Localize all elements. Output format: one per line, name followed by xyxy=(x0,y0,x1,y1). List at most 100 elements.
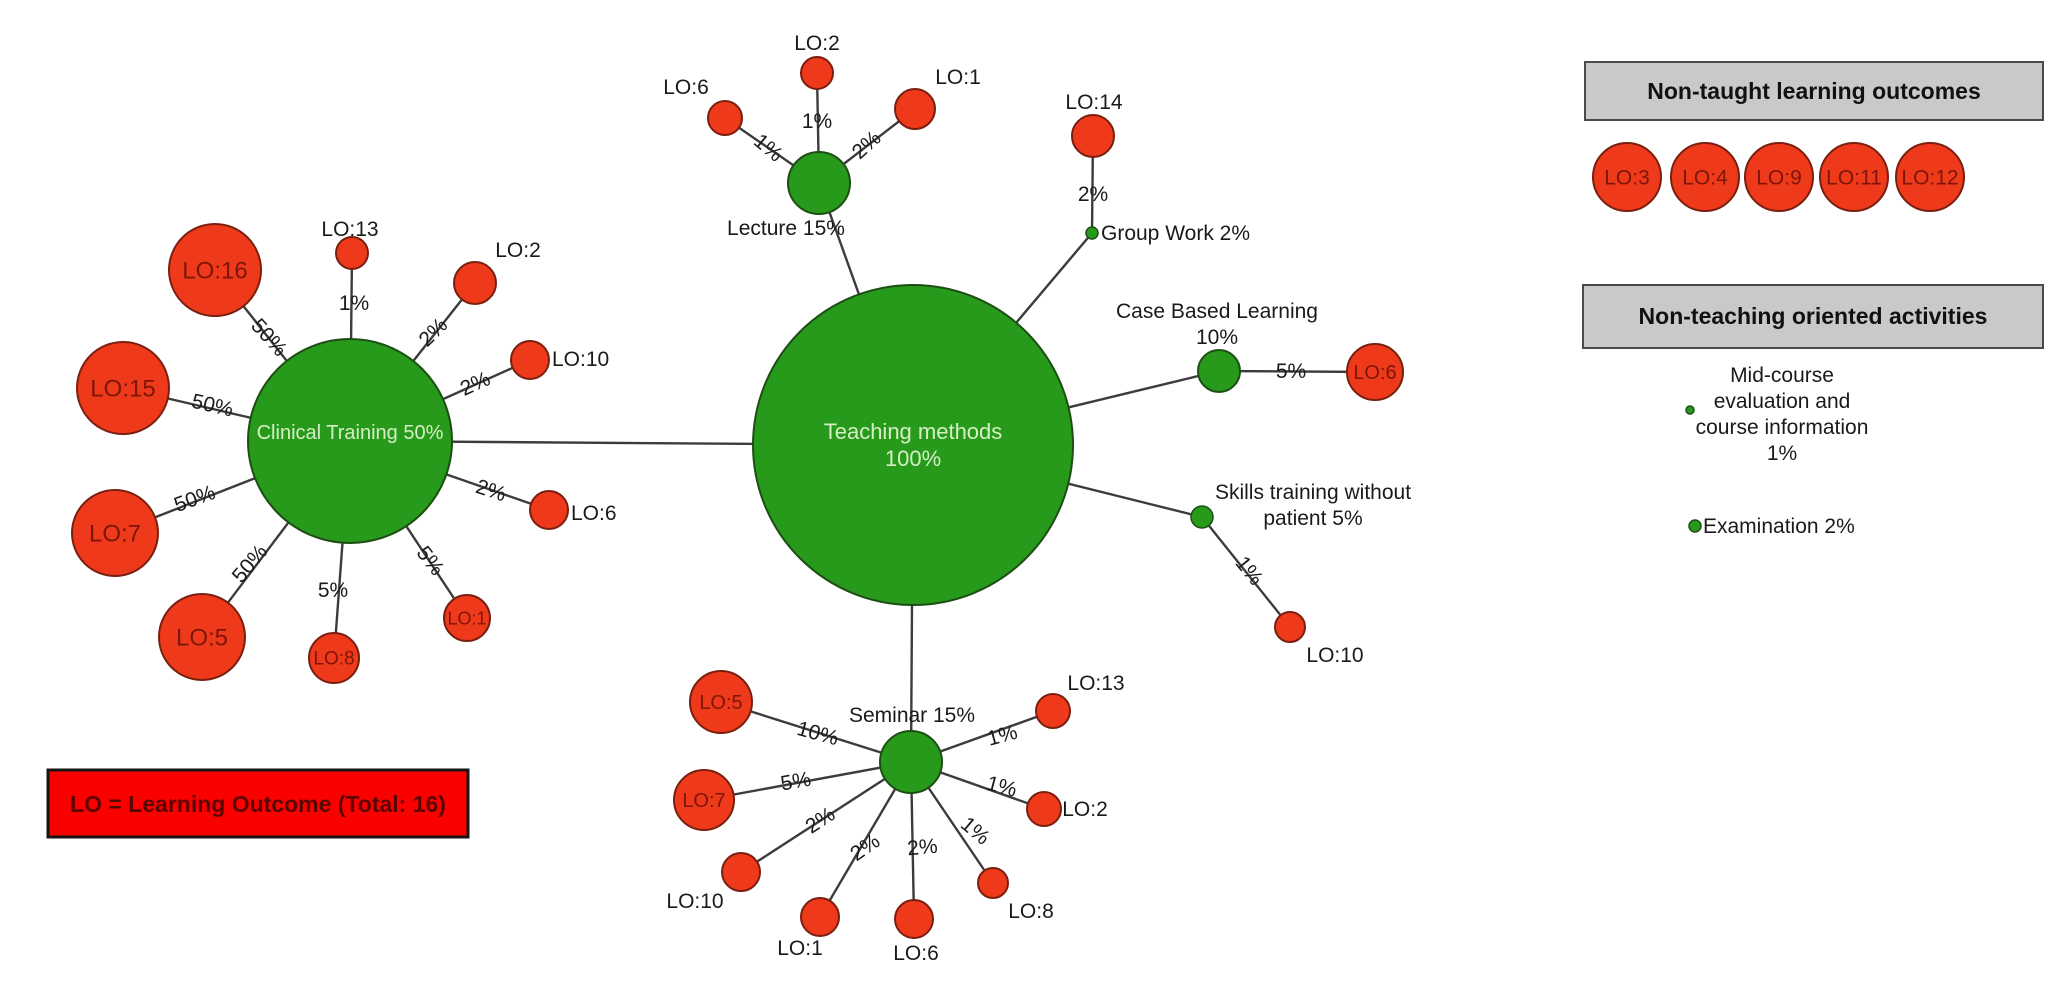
node-se_lo1 xyxy=(800,897,840,937)
label-c_lo7: LO:7 xyxy=(89,520,141,547)
node-non-taught-lo12 xyxy=(1895,142,1965,212)
edge-label-seminar-se_lo7: 5% xyxy=(779,768,813,796)
node-c_lo15 xyxy=(76,341,170,435)
node-se_lo8 xyxy=(977,867,1009,899)
node-c_lo6 xyxy=(529,490,569,530)
node-c_lo7 xyxy=(71,489,159,577)
panel-non-taught: Non-taught learning outcomes LO:3 LO:4 LO:… xyxy=(1584,61,2044,212)
node-non-taught-lo9 xyxy=(1744,142,1814,212)
node-c_lo8 xyxy=(308,632,360,684)
nodes-layer: Teaching methods 100% Clinical Training 50… xyxy=(71,32,1411,965)
edge-seminar-se_lo7 xyxy=(703,760,912,802)
edge-label-clinical-c_lo1: 5% xyxy=(412,542,449,580)
midcourse-label-line3: course information xyxy=(1696,416,1869,439)
label-c_lo13: LO:13 xyxy=(321,218,378,241)
node-c_lo5 xyxy=(158,593,246,681)
edge-label-clinical-c_lo8: 5% xyxy=(318,579,348,602)
label-l_lo1: LO:1 xyxy=(935,66,981,89)
label-se_lo2: LO:2 xyxy=(1062,798,1108,821)
legend-box xyxy=(46,768,470,839)
node-s_lo10 xyxy=(1274,611,1306,643)
midcourse-dot xyxy=(1685,405,1695,415)
node-l_lo2 xyxy=(800,56,834,90)
label-casebased: Case Based Learning 10% xyxy=(1116,300,1318,349)
node-se_lo13 xyxy=(1035,693,1071,729)
label-c_lo15: LO:15 xyxy=(90,375,155,402)
node-non-taught-lo11 xyxy=(1819,142,1889,212)
label-l_lo2: LO:2 xyxy=(794,32,840,55)
node-se_lo10 xyxy=(721,852,761,892)
non-teaching-title: Non-teaching oriented activities xyxy=(1639,303,1988,329)
edge-label-lecture-l_lo1: 2% xyxy=(848,126,886,163)
label-teaching: Teaching methods 100% xyxy=(824,419,1003,471)
label-se_lo7: LO:7 xyxy=(682,790,725,812)
label-l_lo6: LO:6 xyxy=(663,76,709,99)
edge-label-seminar-se_lo13: 1% xyxy=(985,721,1020,751)
label-c_lo1: LO:1 xyxy=(447,608,486,628)
node-se_lo2 xyxy=(1026,791,1062,827)
examination-label: Examination 2% xyxy=(1703,515,1855,538)
label-se_lo8: LO:8 xyxy=(1008,900,1054,923)
node-l_lo6 xyxy=(707,100,743,136)
edge-label-casebased-cb_lo6: 5% xyxy=(1276,360,1306,383)
edge-label-seminar-se_lo8: 1% xyxy=(956,812,994,849)
node-teaching xyxy=(752,284,1074,606)
midcourse-label-line4: 1% xyxy=(1767,442,1797,465)
edge-label-seminar-se_lo5: 10% xyxy=(794,717,841,750)
edge-label-lecture-l_lo6: 1% xyxy=(749,129,787,166)
legend-label: LO = Learning Outcome (Total: 16) xyxy=(70,791,446,817)
edge-label-seminar-se_lo2: 1% xyxy=(984,772,1019,802)
label-groupwork: Group Work 2% xyxy=(1101,222,1250,245)
node-clinical xyxy=(247,338,453,544)
label-c_lo6: LO:6 xyxy=(571,502,617,525)
edge-label-clinical-c_lo5: 50% xyxy=(228,540,273,587)
label-se_lo1: LO:1 xyxy=(777,937,823,960)
node-l_lo1 xyxy=(894,88,936,130)
label-non-taught-lo4: LO:4 xyxy=(1682,166,1728,189)
edge-label-lecture-l_lo2: 1% xyxy=(802,110,832,133)
examination-dot xyxy=(1688,519,1702,533)
label-seminar: Seminar 15% xyxy=(849,704,975,727)
label-skills: Skills training without patient 5% xyxy=(1215,481,1411,530)
label-non-taught-lo11: LO:11 xyxy=(1826,166,1882,189)
node-lecture xyxy=(787,151,851,215)
node-se_lo5 xyxy=(689,670,753,734)
edge-label-clinical-c_lo6: 2% xyxy=(473,475,509,506)
edge-seminar-se_lo10 xyxy=(740,760,912,874)
legend: LO = Learning Outcome (Total: 16) xyxy=(46,768,470,839)
node-c_lo1 xyxy=(443,594,491,642)
label-non-taught-lo3: LO:3 xyxy=(1604,166,1650,189)
node-non-taught-lo4 xyxy=(1670,142,1740,212)
label-c_lo10: LO:10 xyxy=(552,348,609,371)
non-teaching-header-box xyxy=(1582,284,2044,349)
label-c_lo16: LO:16 xyxy=(182,257,247,284)
non-taught-circles: LO:3 LO:4 LO:9 LO:11 LO:12 xyxy=(1592,142,1965,212)
label-non-taught-lo12: LO:12 xyxy=(1901,166,1958,189)
label-se_lo6: LO:6 xyxy=(893,942,939,965)
node-seminar xyxy=(879,730,943,794)
node-cb_lo6 xyxy=(1346,343,1404,401)
node-se_lo7 xyxy=(673,769,735,831)
edge-label-clinical-c_lo7: 50% xyxy=(171,481,218,517)
node-c_lo13 xyxy=(335,236,369,270)
edge-label-seminar-se_lo6: 2% xyxy=(906,835,938,861)
label-se_lo10: LO:10 xyxy=(666,890,723,913)
node-c_lo2 xyxy=(453,261,497,305)
label-c_lo5: LO:5 xyxy=(176,624,228,651)
label-g_lo14: LO:14 xyxy=(1065,91,1123,114)
non-taught-title: Non-taught learning outcomes xyxy=(1647,78,1981,104)
panel-non-teaching: Non-teaching oriented activities Mid-cou… xyxy=(1582,284,2044,538)
node-non-taught-lo3 xyxy=(1592,142,1662,212)
node-c_lo10 xyxy=(510,340,550,380)
edge-label-groupwork-g_lo14: 2% xyxy=(1078,183,1108,206)
node-skills xyxy=(1190,505,1214,529)
label-non-taught-lo9: LO:9 xyxy=(1756,166,1802,189)
edge-seminar-se_lo5 xyxy=(720,700,912,764)
label-s_lo10: LO:10 xyxy=(1306,644,1363,667)
label-clinical: Clinical Training 50% xyxy=(257,422,444,444)
edge-label-seminar-se_lo10: 2% xyxy=(801,803,839,839)
edge-label-skills-s_lo10: 1% xyxy=(1231,552,1268,590)
node-se_lo6 xyxy=(894,899,934,939)
